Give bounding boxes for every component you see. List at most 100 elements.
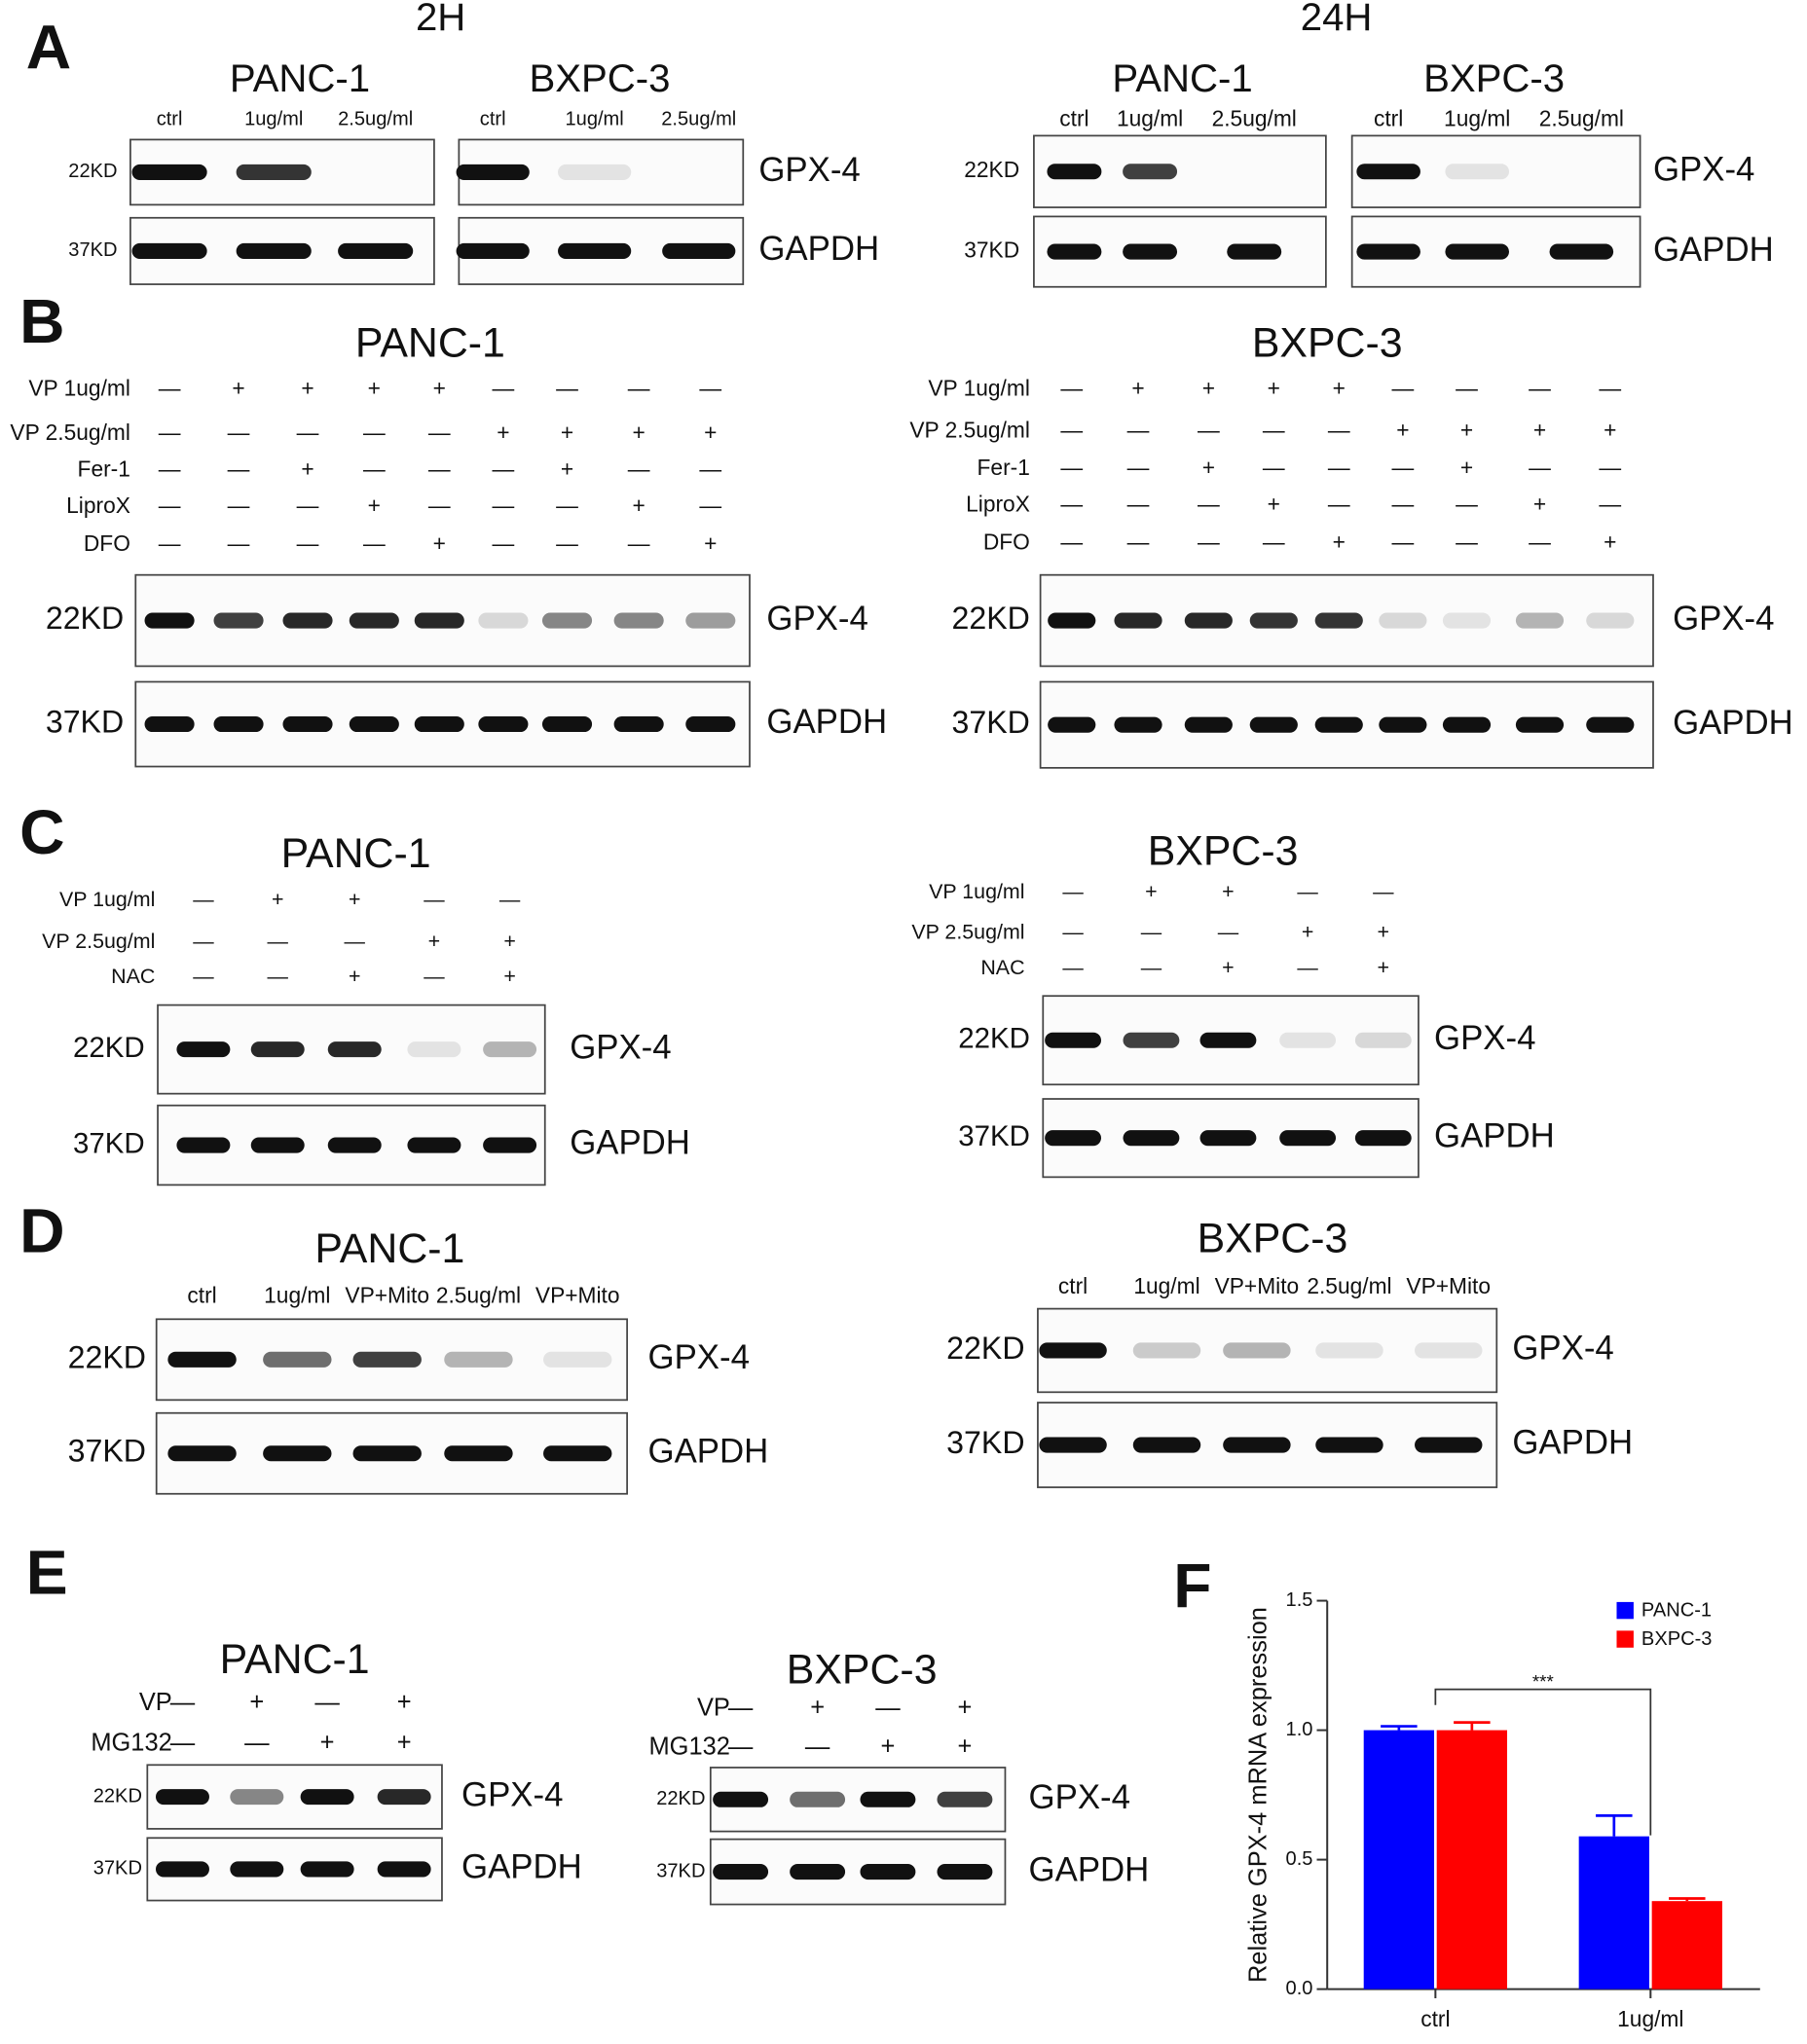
band xyxy=(790,1864,846,1880)
condition-sign: — xyxy=(628,530,650,556)
band xyxy=(1442,612,1492,629)
time-header: 24H xyxy=(1301,0,1373,39)
condition-sign: + xyxy=(1533,417,1546,442)
lane-label: 1ug/ml xyxy=(565,109,623,130)
condition-sign: — xyxy=(1392,492,1415,517)
band xyxy=(1249,612,1298,629)
condition-sign: — xyxy=(1141,956,1162,979)
protein-label: GAPDH xyxy=(1653,231,1774,269)
condition-sign: + xyxy=(810,1694,825,1721)
condition-sign: — xyxy=(363,456,386,482)
band xyxy=(263,1351,332,1368)
band xyxy=(250,1041,305,1058)
condition-sign: + xyxy=(249,1689,264,1716)
condition-sign: + xyxy=(1222,956,1235,979)
band xyxy=(1132,1437,1201,1453)
kd-label: 37KD xyxy=(93,1858,142,1880)
cell-line-title: BXPC-3 xyxy=(529,56,670,100)
band xyxy=(613,612,664,629)
kd-label: 22KD xyxy=(952,601,1030,636)
condition-sign: — xyxy=(728,1694,754,1721)
band xyxy=(713,1791,769,1807)
condition-label: VP 2.5ug/ml xyxy=(909,417,1030,442)
condition-sign: — xyxy=(1263,455,1285,480)
condition-label: VP 1ug/ml xyxy=(59,888,155,911)
lane-label: VP+Mito xyxy=(1215,1273,1300,1298)
lane-label: ctrl xyxy=(1059,105,1088,130)
protein-label: GAPDH xyxy=(766,703,887,741)
cell-line-title: PANC-1 xyxy=(314,1225,464,1272)
lane-label: 2.5ug/ml xyxy=(436,1283,521,1308)
lane-label: 1ug/ml xyxy=(1117,105,1183,130)
condition-sign: — xyxy=(1060,529,1083,555)
condition-sign: — xyxy=(244,1730,270,1757)
error-bar xyxy=(1381,1725,1418,1731)
condition-sign: — xyxy=(1127,417,1150,442)
condition-sign: — xyxy=(1062,956,1084,979)
condition-sign: — xyxy=(1263,417,1285,442)
condition-sign: — xyxy=(699,493,721,518)
band xyxy=(558,164,632,180)
band xyxy=(176,1137,231,1153)
band xyxy=(860,1864,916,1880)
condition-sign: — xyxy=(228,456,250,482)
kd-label: 37KD xyxy=(946,1425,1024,1460)
condition-sign: — xyxy=(1062,921,1084,944)
condition-sign: — xyxy=(1328,455,1350,480)
band xyxy=(558,242,632,259)
condition-label: LiproX xyxy=(966,492,1030,517)
band xyxy=(483,1041,537,1058)
band xyxy=(300,1789,354,1806)
condition-sign: — xyxy=(556,376,578,401)
protein-label: GPX-4 xyxy=(648,1338,750,1376)
band xyxy=(1047,164,1102,180)
band xyxy=(263,1445,332,1462)
cell-line-title: PANC-1 xyxy=(230,56,370,100)
band xyxy=(1445,243,1509,260)
y-tick-label: 1.0 xyxy=(1286,1719,1313,1740)
kd-label: 37KD xyxy=(68,239,117,261)
band xyxy=(1379,716,1427,733)
condition-sign: — xyxy=(268,930,289,953)
band xyxy=(1199,1130,1257,1147)
band xyxy=(483,1137,537,1153)
band xyxy=(543,1445,612,1462)
band xyxy=(456,164,530,180)
condition-sign: — xyxy=(805,1734,830,1761)
condition-sign: — xyxy=(699,456,721,482)
band xyxy=(230,1861,284,1878)
y-tick-label: 1.5 xyxy=(1286,1589,1313,1611)
band xyxy=(236,164,312,180)
band xyxy=(327,1041,382,1058)
band xyxy=(1279,1032,1337,1048)
condition-sign: — xyxy=(193,888,214,911)
protein-label: GAPDH xyxy=(1434,1116,1555,1154)
band xyxy=(713,1864,769,1880)
condition-sign: — xyxy=(1599,455,1621,480)
condition-sign: + xyxy=(301,376,313,401)
band xyxy=(144,612,195,629)
band xyxy=(860,1791,916,1807)
condition-sign: — xyxy=(228,420,250,445)
condition-sign: — xyxy=(1392,376,1415,401)
band xyxy=(213,715,264,733)
condition-sign: — xyxy=(628,376,650,401)
significance-bracket xyxy=(1434,1688,1652,1836)
condition-sign: + xyxy=(433,530,446,556)
band xyxy=(456,242,530,259)
lane-label: 1ug/ml xyxy=(1133,1273,1199,1298)
condition-sign: + xyxy=(397,1689,412,1716)
kd-label: 22KD xyxy=(73,1032,145,1064)
condition-sign: — xyxy=(1218,921,1239,944)
band xyxy=(327,1137,382,1153)
band xyxy=(1315,1437,1383,1453)
band xyxy=(613,715,664,733)
condition-sign: — xyxy=(193,930,214,953)
lane-label: ctrl xyxy=(187,1283,216,1308)
lane-label: 1ug/ml xyxy=(1444,105,1510,130)
cell-line-title: PANC-1 xyxy=(281,830,431,877)
band xyxy=(937,1864,993,1880)
lane-label: 2.5ug/ml xyxy=(1212,105,1297,130)
lane-label: ctrl xyxy=(480,109,506,130)
band xyxy=(1314,716,1363,733)
